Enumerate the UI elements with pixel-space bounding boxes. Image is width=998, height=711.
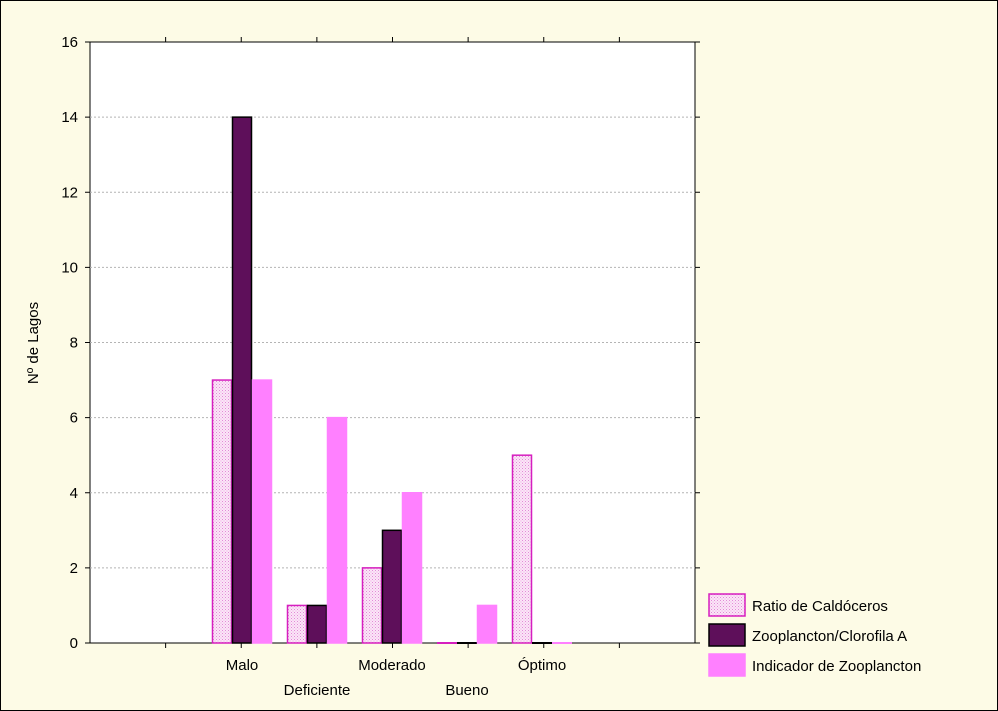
y-tick-label: 4 [70,485,78,502]
y-tick-label: 8 [70,335,78,352]
y-tick-label: 6 [70,410,78,427]
x-tick-label: Malo [226,657,259,674]
y-axis: 0 2 4 6 8 10 12 14 16 [61,34,700,652]
y-tick-label: 16 [61,34,78,51]
legend-swatch [708,593,746,617]
bar [401,492,423,644]
bar [476,604,498,644]
grid-lines [90,116,695,569]
x-tick-label: Moderado [358,657,426,674]
legend-label: Indicador de Zooplancton [752,658,921,675]
x-tick-label: Bueno [445,682,488,699]
legend-swatch [708,623,746,647]
legend: Ratio de Caldóceros Zooplancton/Clorofila… [708,593,921,677]
y-tick-label: 12 [61,184,78,201]
y-tick-label: 14 [61,109,78,126]
bar [511,454,533,644]
y-tick-label: 0 [70,635,78,652]
y-axis-label: Nº de Lagos [25,302,42,384]
x-tick-label: Óptimo [518,657,566,674]
bar [306,604,328,644]
bar [251,379,273,644]
bar [286,604,308,644]
y-tick-label: 2 [70,560,78,577]
bar [231,116,253,644]
x-tick-label: Deficiente [284,682,351,699]
legend-label: Zooplancton/Clorofila A [752,628,907,645]
bar [211,379,233,644]
legend-swatch [708,653,746,677]
bars [211,116,572,644]
bar [361,567,383,644]
legend-label: Ratio de Caldóceros [752,598,888,615]
x-axis: Malo Deficiente Moderado Bueno Óptimo [165,37,620,699]
bar [326,416,348,644]
y-tick-label: 10 [61,259,78,276]
bar [381,529,403,644]
